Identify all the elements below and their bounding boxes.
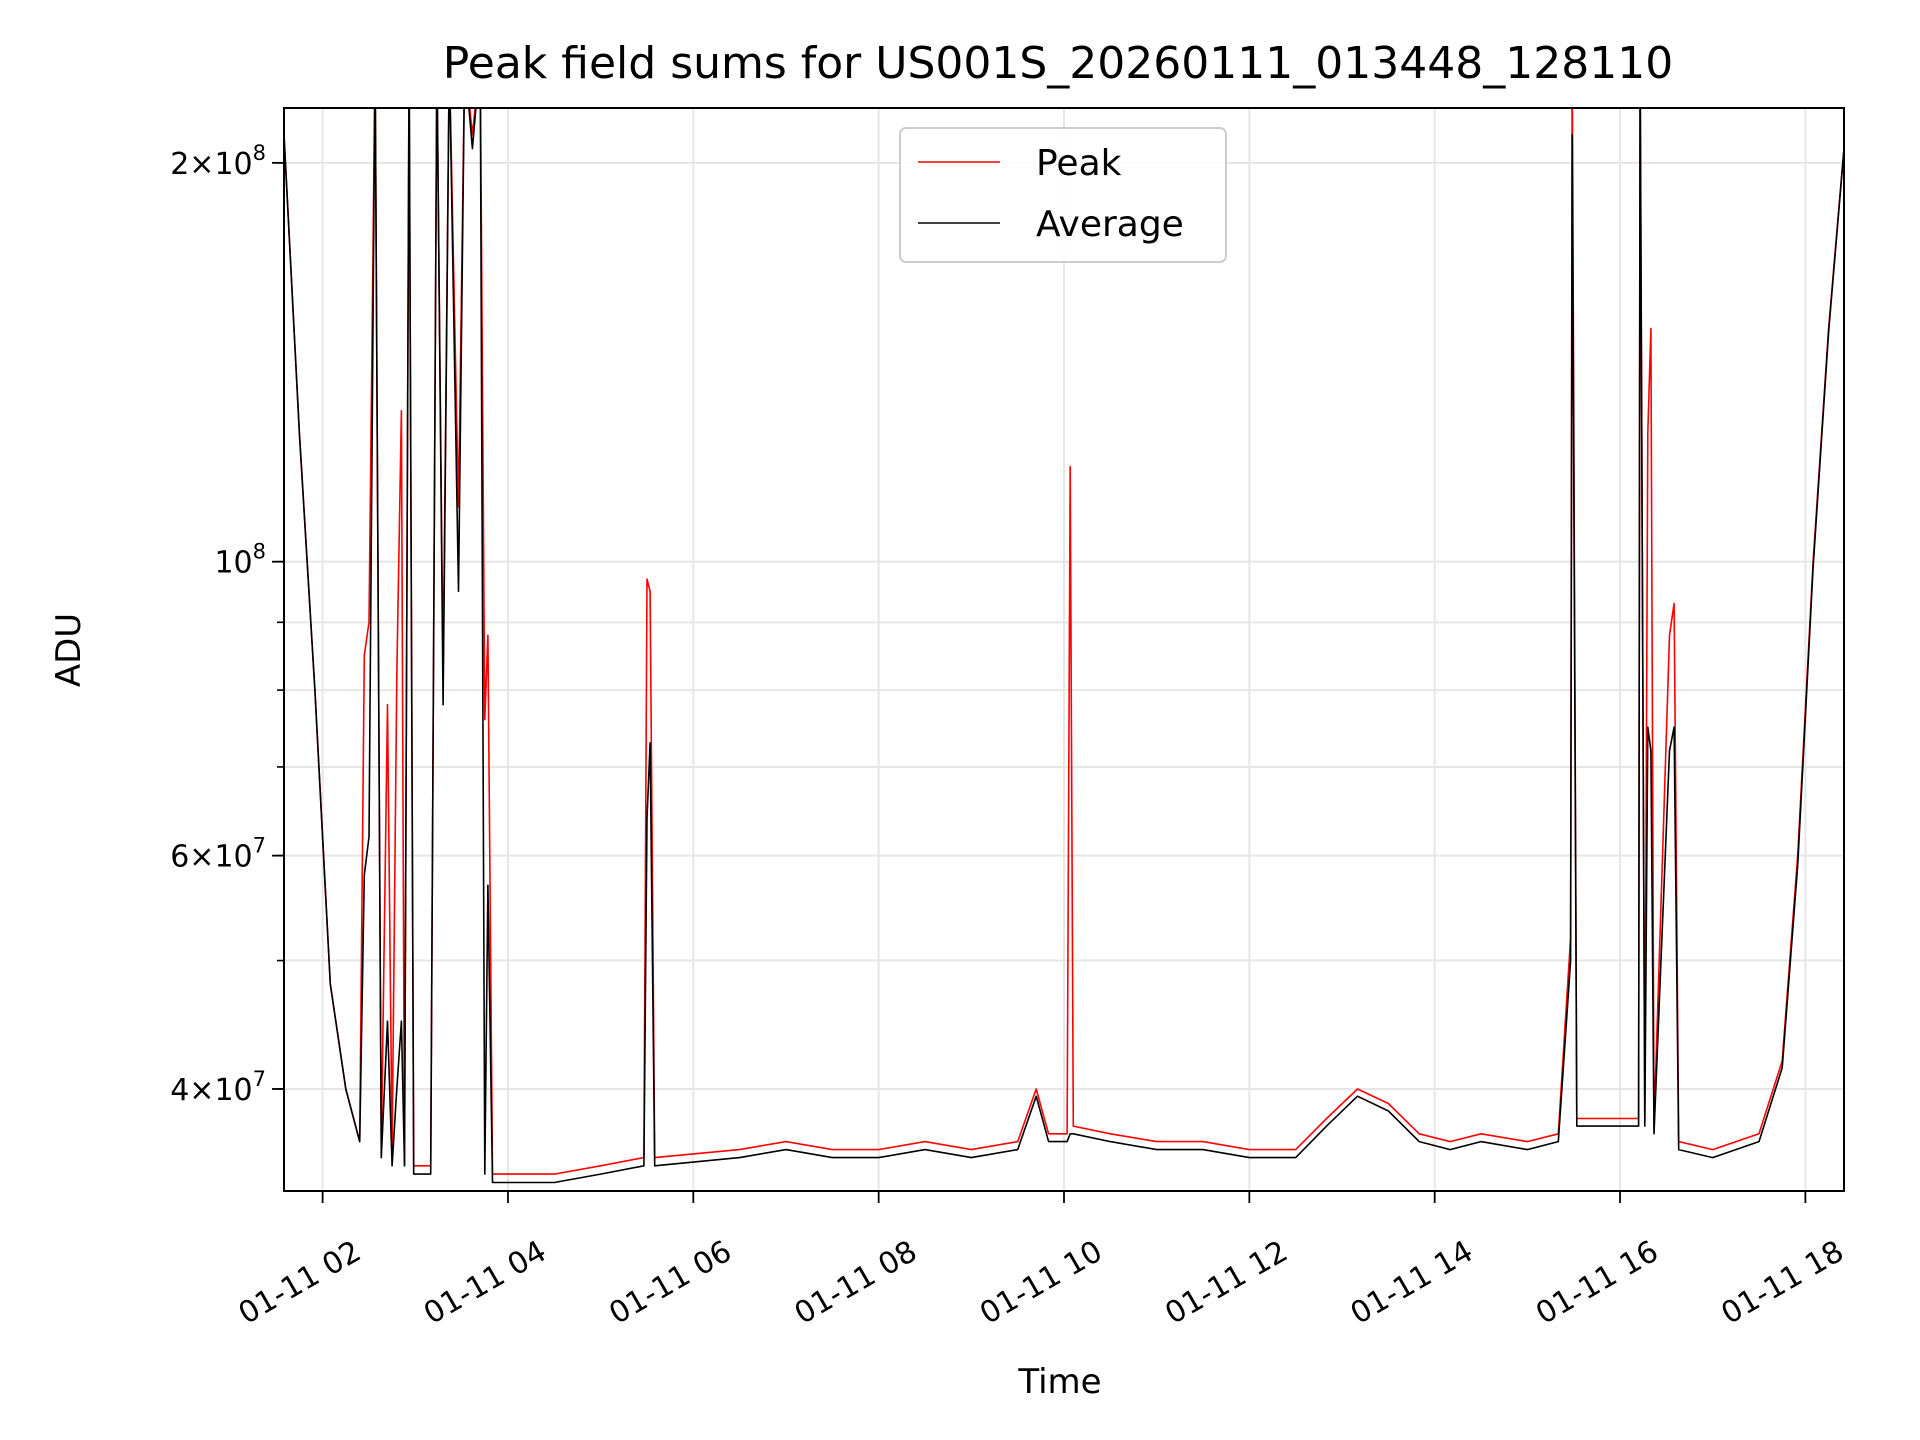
y-tick-label: 108 [214, 540, 266, 581]
y-axis-title: ADU [49, 613, 89, 687]
legend: Peak Average [899, 127, 1227, 263]
series-layer [284, 108, 1844, 1184]
y-tick-label: 2×108 [170, 141, 266, 182]
legend-peak-label: Peak [1036, 143, 1122, 184]
y-tick-label: 6×107 [170, 834, 266, 875]
y-tick-label: 4×107 [170, 1067, 266, 1108]
grid [284, 108, 1844, 1191]
chart-title: Peak field sums for US001S_20260111_0134… [443, 38, 1673, 89]
legend-average-label: Average [1036, 204, 1184, 245]
x-axis-title: Time [1017, 1362, 1101, 1402]
series-line-average [284, 108, 1844, 1184]
